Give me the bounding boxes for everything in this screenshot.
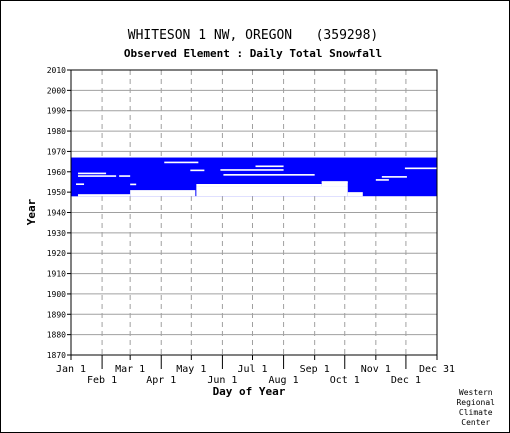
- y-tick-label: 2010: [47, 66, 66, 75]
- coverage-gap: [196, 186, 348, 197]
- coverage-gap: [223, 174, 315, 176]
- coverage-gap: [321, 181, 348, 183]
- coverage-gap: [375, 179, 389, 181]
- coverage-gap: [130, 183, 137, 186]
- x-tick-label: Dec 1: [391, 375, 421, 386]
- x-tick-label: Dec 31: [419, 364, 455, 375]
- coverage-gap: [381, 176, 407, 178]
- y-tick-label: 1960: [47, 168, 66, 177]
- y-tick-label: 1950: [47, 188, 66, 197]
- y-axis-label: Year: [25, 198, 38, 225]
- coverage-bars: [71, 157, 437, 197]
- wrcc-credit: Western Regional Climate Center: [456, 388, 495, 428]
- y-tick-label: 1870: [47, 351, 66, 360]
- x-tick-label: May 1: [176, 364, 206, 375]
- x-tick-label: Mar 1: [115, 364, 145, 375]
- coverage-gap: [78, 194, 131, 197]
- coverage-gap: [220, 169, 284, 171]
- x-tick-label: Nov 1: [361, 364, 391, 375]
- credit-line-4: Center: [461, 418, 491, 427]
- x-tick-label: Aug 1: [269, 375, 299, 386]
- y-tick-label: 1930: [47, 229, 66, 238]
- coverage-gap: [255, 165, 284, 168]
- coverage-gap: [119, 175, 131, 177]
- x-tick-label: Jul 1: [237, 364, 267, 375]
- y-tick-label: 1920: [47, 249, 66, 258]
- coverage-gap: [164, 161, 199, 164]
- coverage-gap: [76, 183, 85, 186]
- coverage-bar: [78, 190, 131, 195]
- coverage-gap: [321, 181, 348, 187]
- chart-title: WHITESON 1 NW, OREGON (359298): [128, 28, 378, 43]
- chart-subtitle: Observed Element : Daily Total Snowfall: [124, 47, 382, 60]
- credit-line-3: Climate: [458, 408, 493, 417]
- x-tick-label: Sep 1: [300, 364, 330, 375]
- y-tick-label: 1910: [47, 270, 66, 279]
- x-tick-label: Jan 1: [56, 364, 86, 375]
- y-tick-label: 2000: [47, 86, 66, 95]
- y-tick-label: 1940: [47, 209, 66, 218]
- coverage-gap: [196, 184, 322, 187]
- coverage-bar: [71, 194, 79, 197]
- y-tick-label: 1980: [47, 127, 66, 136]
- coverage-gap: [190, 169, 205, 172]
- y-axis-ticks: 1870 1880 1890 1900 1910 1920 1930 1940 1950 1960…: [47, 66, 71, 360]
- coverage-gap: [78, 172, 107, 175]
- x-axis-label: Day of Year: [213, 385, 286, 398]
- credit-line-2: Regional: [456, 398, 495, 407]
- x-tick-label: Apr 1: [146, 375, 176, 386]
- y-tick-label: 1880: [47, 331, 66, 340]
- coverage-gap: [78, 175, 117, 177]
- y-tick-label: 1990: [47, 107, 66, 116]
- coverage-gap: [404, 167, 437, 170]
- y-tick-label: 1900: [47, 290, 66, 299]
- y-tick-label: 1890: [47, 310, 66, 319]
- coverage-gap: [347, 192, 363, 197]
- grid-lines: [71, 70, 437, 355]
- coverage-gap: [130, 190, 196, 197]
- x-tick-label: Oct 1: [330, 375, 360, 386]
- x-tick-label: Feb 1: [87, 375, 117, 386]
- credit-line-1: Western: [458, 388, 493, 397]
- x-tick-label: Jun 1: [207, 375, 237, 386]
- y-tick-label: 1970: [47, 147, 66, 156]
